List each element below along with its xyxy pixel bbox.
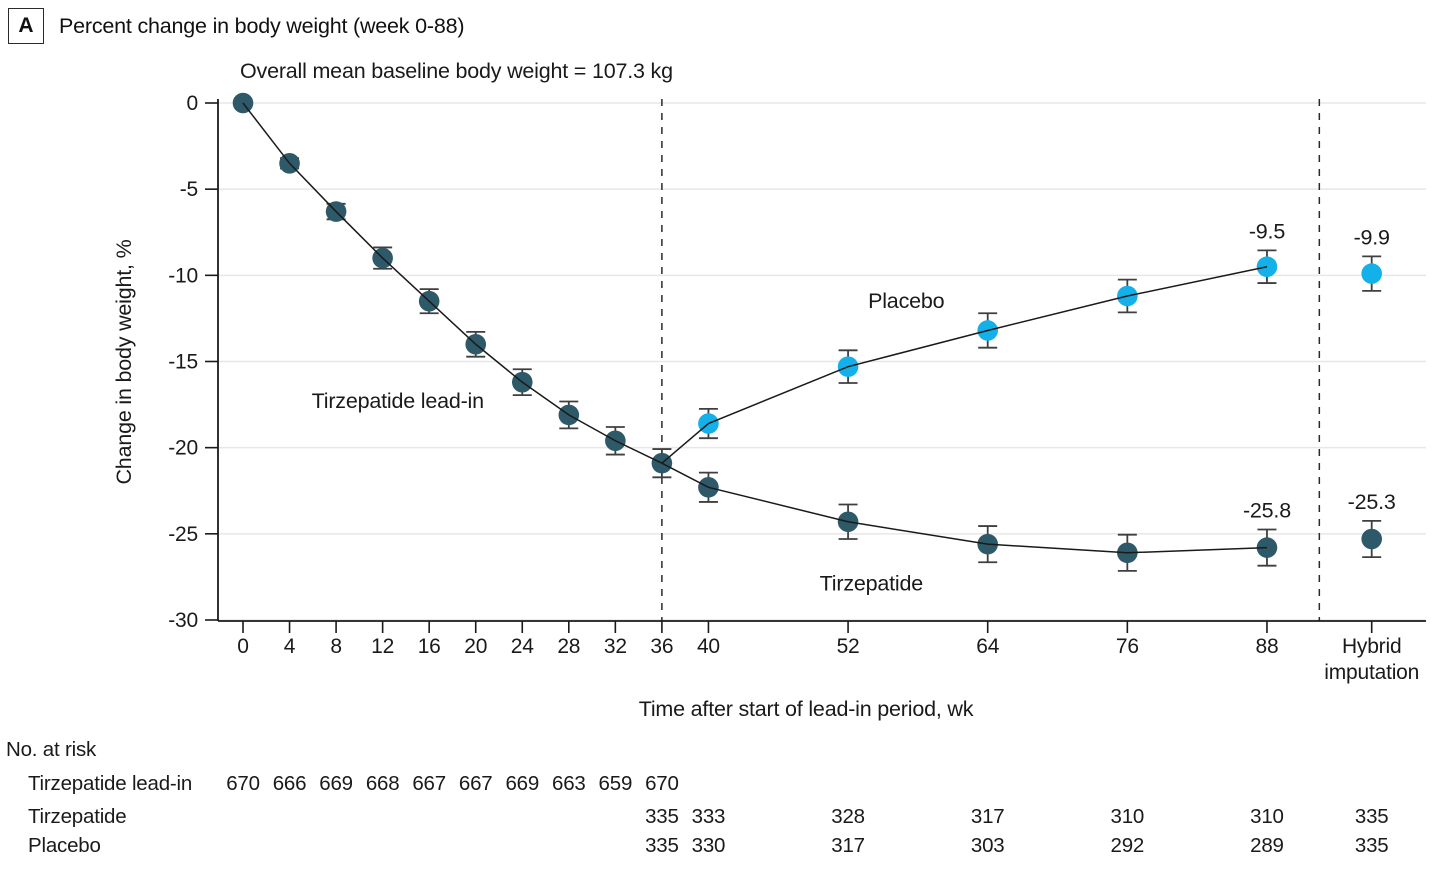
- at-risk-value: 333: [692, 805, 726, 828]
- at-risk-value: 335: [1355, 834, 1389, 857]
- x-tick-label: 12: [371, 635, 394, 658]
- x-tick-label: 36: [650, 635, 673, 658]
- series-label-placebo: Placebo: [868, 289, 945, 313]
- series-line-placebo: [661, 265, 1268, 464]
- series-line-tirzepatide-lead-in: [242, 102, 663, 464]
- y-tick-label: -20: [168, 437, 198, 460]
- at-risk-value: 328: [831, 805, 865, 828]
- at-risk-row-label: Tirzepatide: [28, 805, 126, 828]
- at-risk-value: 317: [971, 805, 1005, 828]
- y-tick-label: -15: [168, 350, 198, 373]
- value-label-placebo: -9.5: [1249, 219, 1285, 243]
- x-tick-label: 20: [464, 635, 487, 658]
- at-risk-value: 670: [645, 772, 679, 795]
- x-tick-label: 4: [284, 635, 296, 658]
- x-tick-label-hybrid: Hybrid: [1342, 635, 1401, 658]
- data-point-placebo-hybrid: [1361, 263, 1382, 284]
- at-risk-value: 666: [273, 772, 307, 795]
- at-risk-value: 670: [226, 772, 260, 795]
- series-line-tirzepatide: [661, 462, 1267, 554]
- at-risk-row-label: Placebo: [28, 834, 101, 857]
- at-risk-value: 310: [1111, 805, 1145, 828]
- at-risk-value: 303: [971, 834, 1005, 857]
- x-tick-label: 52: [837, 635, 860, 658]
- x-tick-label: 16: [418, 635, 441, 658]
- at-risk-value: 310: [1250, 805, 1284, 828]
- at-risk-value: 335: [645, 805, 679, 828]
- y-tick-label: -25: [168, 523, 198, 546]
- at-risk-row-label: Tirzepatide lead-in: [28, 772, 192, 795]
- y-tick-label: -30: [168, 609, 198, 632]
- at-risk-value: 317: [831, 834, 865, 857]
- x-axis-title: Time after start of lead-in period, wk: [639, 697, 974, 721]
- at-risk-value: 335: [645, 834, 679, 857]
- x-tick-label: 32: [604, 635, 627, 658]
- series-label-tirzepatide: Tirzepatide: [820, 572, 923, 596]
- y-tick-label: 0: [187, 92, 198, 115]
- baseline-weight-annotation: Overall mean baseline body weight = 107.…: [240, 59, 673, 83]
- x-tick-label: 76: [1116, 635, 1139, 658]
- at-risk-value: 667: [412, 772, 446, 795]
- figure-header: A Percent change in body weight (week 0-…: [8, 8, 465, 44]
- at-risk-value: 668: [366, 772, 400, 795]
- at-risk-value: 663: [552, 772, 586, 795]
- x-tick-label: 24: [511, 635, 534, 658]
- y-axis-title: Change in body weight, %: [112, 239, 136, 484]
- data-point-tirzepatide-hybrid: [1361, 528, 1382, 550]
- at-risk-value: 667: [459, 772, 493, 795]
- series-label-tirzepatide-lead-in: Tirzepatide lead-in: [312, 389, 484, 413]
- x-tick-label: 28: [557, 635, 580, 658]
- y-tick-label: -5: [180, 178, 198, 201]
- value-label-tirzepatide: -25.8: [1243, 499, 1291, 523]
- at-risk-value: 292: [1111, 834, 1145, 857]
- at-risk-value: 659: [599, 772, 633, 795]
- panel-letter-badge: A: [8, 8, 44, 44]
- figure-title: Percent change in body weight (week 0-88…: [59, 13, 465, 38]
- at-risk-value: 669: [319, 772, 353, 795]
- x-tick-label-hybrid: imputation: [1324, 661, 1419, 684]
- at-risk-value: 289: [1250, 834, 1284, 857]
- at-risk-value: 335: [1355, 805, 1389, 828]
- x-tick-label: 8: [330, 635, 341, 658]
- x-tick-label: 40: [697, 635, 720, 658]
- no-at-risk-header: No. at risk: [6, 738, 97, 761]
- x-tick-label: 0: [237, 635, 248, 658]
- at-risk-value: 669: [505, 772, 539, 795]
- x-tick-label: 88: [1255, 635, 1278, 658]
- value-label-placebo-hybrid: -9.9: [1354, 225, 1390, 249]
- y-tick-label: -10: [168, 264, 198, 287]
- at-risk-value: 330: [692, 834, 726, 857]
- x-tick-label: 64: [976, 635, 999, 658]
- value-label-tirzepatide-hybrid: -25.3: [1348, 490, 1396, 514]
